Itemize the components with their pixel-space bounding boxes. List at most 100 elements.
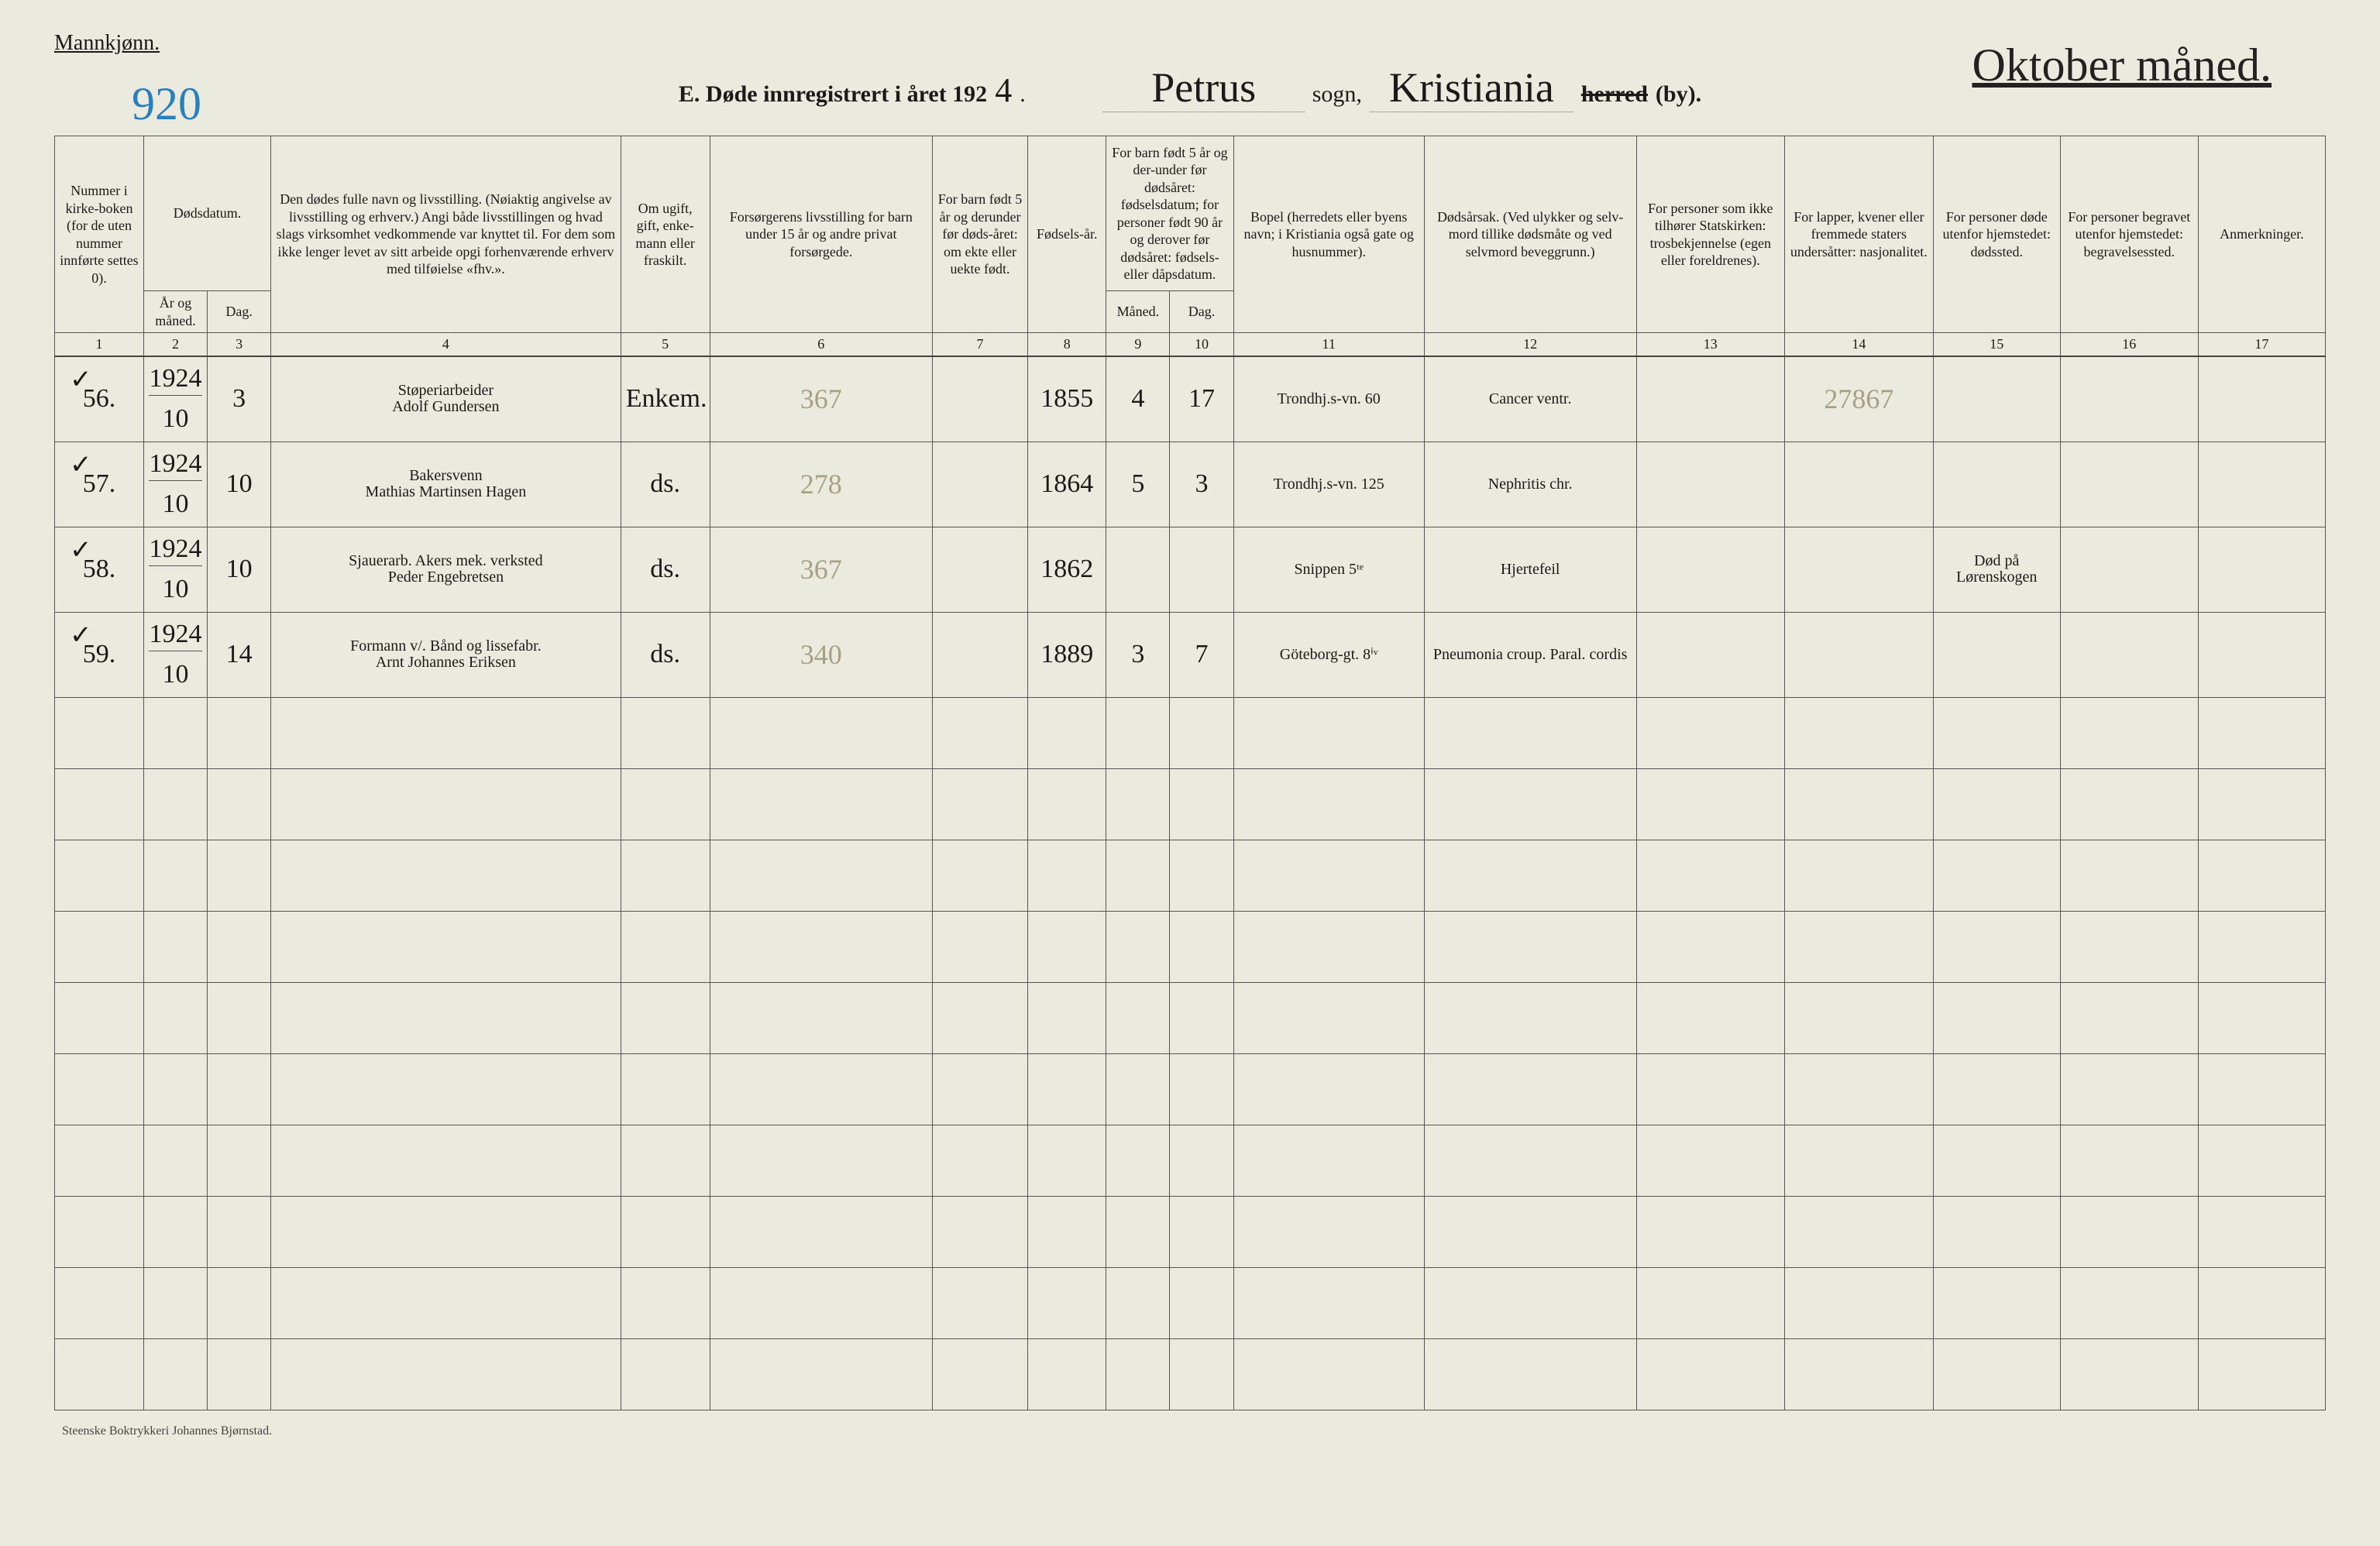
table-row bbox=[55, 840, 2326, 911]
col-header: Bopel (herredets eller byens navn; i Kri… bbox=[1233, 136, 1424, 333]
cell: 17 bbox=[1170, 356, 1233, 441]
cell: 1889 bbox=[1028, 612, 1106, 697]
cell bbox=[1170, 527, 1233, 612]
col-header: Dag. bbox=[1170, 291, 1233, 333]
checkmark: ✓ bbox=[70, 449, 92, 480]
checkmark: ✓ bbox=[70, 620, 92, 651]
cell: 340 bbox=[710, 612, 932, 697]
table-row bbox=[55, 1196, 2326, 1267]
cell: ds. bbox=[621, 527, 710, 612]
ledger-page: Oktober måned. Mannkjønn. 920 E. Døde in… bbox=[39, 31, 2341, 1515]
cell: Enkem. bbox=[621, 356, 710, 441]
cell: 14 bbox=[208, 612, 271, 697]
cell: 278 bbox=[710, 441, 932, 527]
cell: 56. bbox=[55, 356, 144, 441]
col-header: Forsørgerens livsstilling for barn under… bbox=[710, 136, 932, 333]
col-number: 9 bbox=[1106, 333, 1170, 357]
cell: 1862 bbox=[1028, 527, 1106, 612]
col-number: 2 bbox=[143, 333, 207, 357]
cell: 57. bbox=[55, 441, 144, 527]
gender-label: Mannkjønn. bbox=[54, 31, 160, 56]
col-header: For barn født 5 år og der-under før døds… bbox=[1106, 136, 1233, 291]
col-number: 12 bbox=[1424, 333, 1636, 357]
header-row: Nummer i kirke-boken (for de uten nummer… bbox=[55, 136, 2326, 291]
cell bbox=[2060, 612, 2198, 697]
cell bbox=[2198, 527, 2325, 612]
col-number: 5 bbox=[621, 333, 710, 357]
cell: Snippen 5ᵗᵉ bbox=[1233, 527, 1424, 612]
col-header: Måned. bbox=[1106, 291, 1170, 333]
cell: ds. bbox=[621, 612, 710, 697]
column-numbers: 1234567891011121314151617 bbox=[55, 333, 2326, 357]
cell: Göteborg-gt. 8ⁱᵛ bbox=[1233, 612, 1424, 697]
cell: 192410 bbox=[143, 356, 207, 441]
cell: Trondhj.s-vn. 60 bbox=[1233, 356, 1424, 441]
parish-name: Petrus bbox=[1103, 64, 1305, 112]
cell: 27867 bbox=[1785, 356, 1934, 441]
cell: 1864 bbox=[1028, 441, 1106, 527]
table-row bbox=[55, 1125, 2326, 1196]
col-number: 14 bbox=[1785, 333, 1934, 357]
cell bbox=[1636, 527, 1785, 612]
table-row bbox=[55, 1267, 2326, 1338]
table-row: 59.19241014Formann v/. Bånd og lissefabr… bbox=[55, 612, 2326, 697]
cell: BakersvennMathias Martinsen Hagen bbox=[271, 441, 621, 527]
cell bbox=[2198, 441, 2325, 527]
cell bbox=[2060, 441, 2198, 527]
col-header: Dødsårsak. (Ved ulykker og selv-mord til… bbox=[1424, 136, 1636, 333]
cell bbox=[1636, 441, 1785, 527]
col-number: 8 bbox=[1028, 333, 1106, 357]
col-number: 13 bbox=[1636, 333, 1785, 357]
cell: Hjertefeil bbox=[1424, 527, 1636, 612]
checkmark: ✓ bbox=[70, 364, 92, 395]
col-number: 16 bbox=[2060, 333, 2198, 357]
cell: 10 bbox=[208, 441, 271, 527]
cell: 192410 bbox=[143, 612, 207, 697]
cell bbox=[1106, 527, 1170, 612]
col-number: 17 bbox=[2198, 333, 2325, 357]
cell: 3 bbox=[1106, 612, 1170, 697]
cell bbox=[932, 527, 1027, 612]
cell: Død på Lørenskogen bbox=[1933, 527, 2060, 612]
table-row bbox=[55, 911, 2326, 982]
cell bbox=[1636, 356, 1785, 441]
table-row: 58.19241010Sjauerarb. Akers mek. verkste… bbox=[55, 527, 2326, 612]
cell: 7 bbox=[1170, 612, 1233, 697]
col-number: 4 bbox=[271, 333, 621, 357]
cell bbox=[1933, 612, 2060, 697]
col-number: 7 bbox=[932, 333, 1027, 357]
cell bbox=[2198, 612, 2325, 697]
herred-strike: herred bbox=[1581, 81, 1648, 108]
cell: Cancer ventr. bbox=[1424, 356, 1636, 441]
table-body: 1234567891011121314151617 56.1924103Støp… bbox=[55, 333, 2326, 1410]
cell: 3 bbox=[208, 356, 271, 441]
table-row bbox=[55, 697, 2326, 768]
cell bbox=[2060, 527, 2198, 612]
cell: Formann v/. Bånd og lissefabr.Arnt Johan… bbox=[271, 612, 621, 697]
sogn-label: sogn, bbox=[1312, 81, 1362, 108]
col-header: Dødsdatum. bbox=[143, 136, 270, 291]
cell: 367 bbox=[710, 527, 932, 612]
cell: 3 bbox=[1170, 441, 1233, 527]
cell: 5 bbox=[1106, 441, 1170, 527]
cell bbox=[2060, 356, 2198, 441]
col-header: For personer begravet utenfor hjemstedet… bbox=[2060, 136, 2198, 333]
col-number: 10 bbox=[1170, 333, 1233, 357]
col-header: År og måned. bbox=[143, 291, 207, 333]
col-number: 15 bbox=[1933, 333, 2060, 357]
cell bbox=[932, 612, 1027, 697]
cell: 58. bbox=[55, 527, 144, 612]
table-row bbox=[55, 1338, 2326, 1410]
cell: ds. bbox=[621, 441, 710, 527]
cell bbox=[1785, 527, 1934, 612]
cell bbox=[1785, 441, 1934, 527]
col-number: 1 bbox=[55, 333, 144, 357]
col-header: Om ugift, gift, enke-mann eller fraskilt… bbox=[621, 136, 710, 333]
table-row: 56.1924103StøperiarbeiderAdolf Gundersen… bbox=[55, 356, 2326, 441]
col-header: Nummer i kirke-boken (for de uten nummer… bbox=[55, 136, 144, 333]
cell: 59. bbox=[55, 612, 144, 697]
col-header: For personer døde utenfor hjemstedet: dø… bbox=[1933, 136, 2060, 333]
cell: 192410 bbox=[143, 527, 207, 612]
cell bbox=[932, 441, 1027, 527]
title-dot: . bbox=[1020, 81, 1026, 108]
